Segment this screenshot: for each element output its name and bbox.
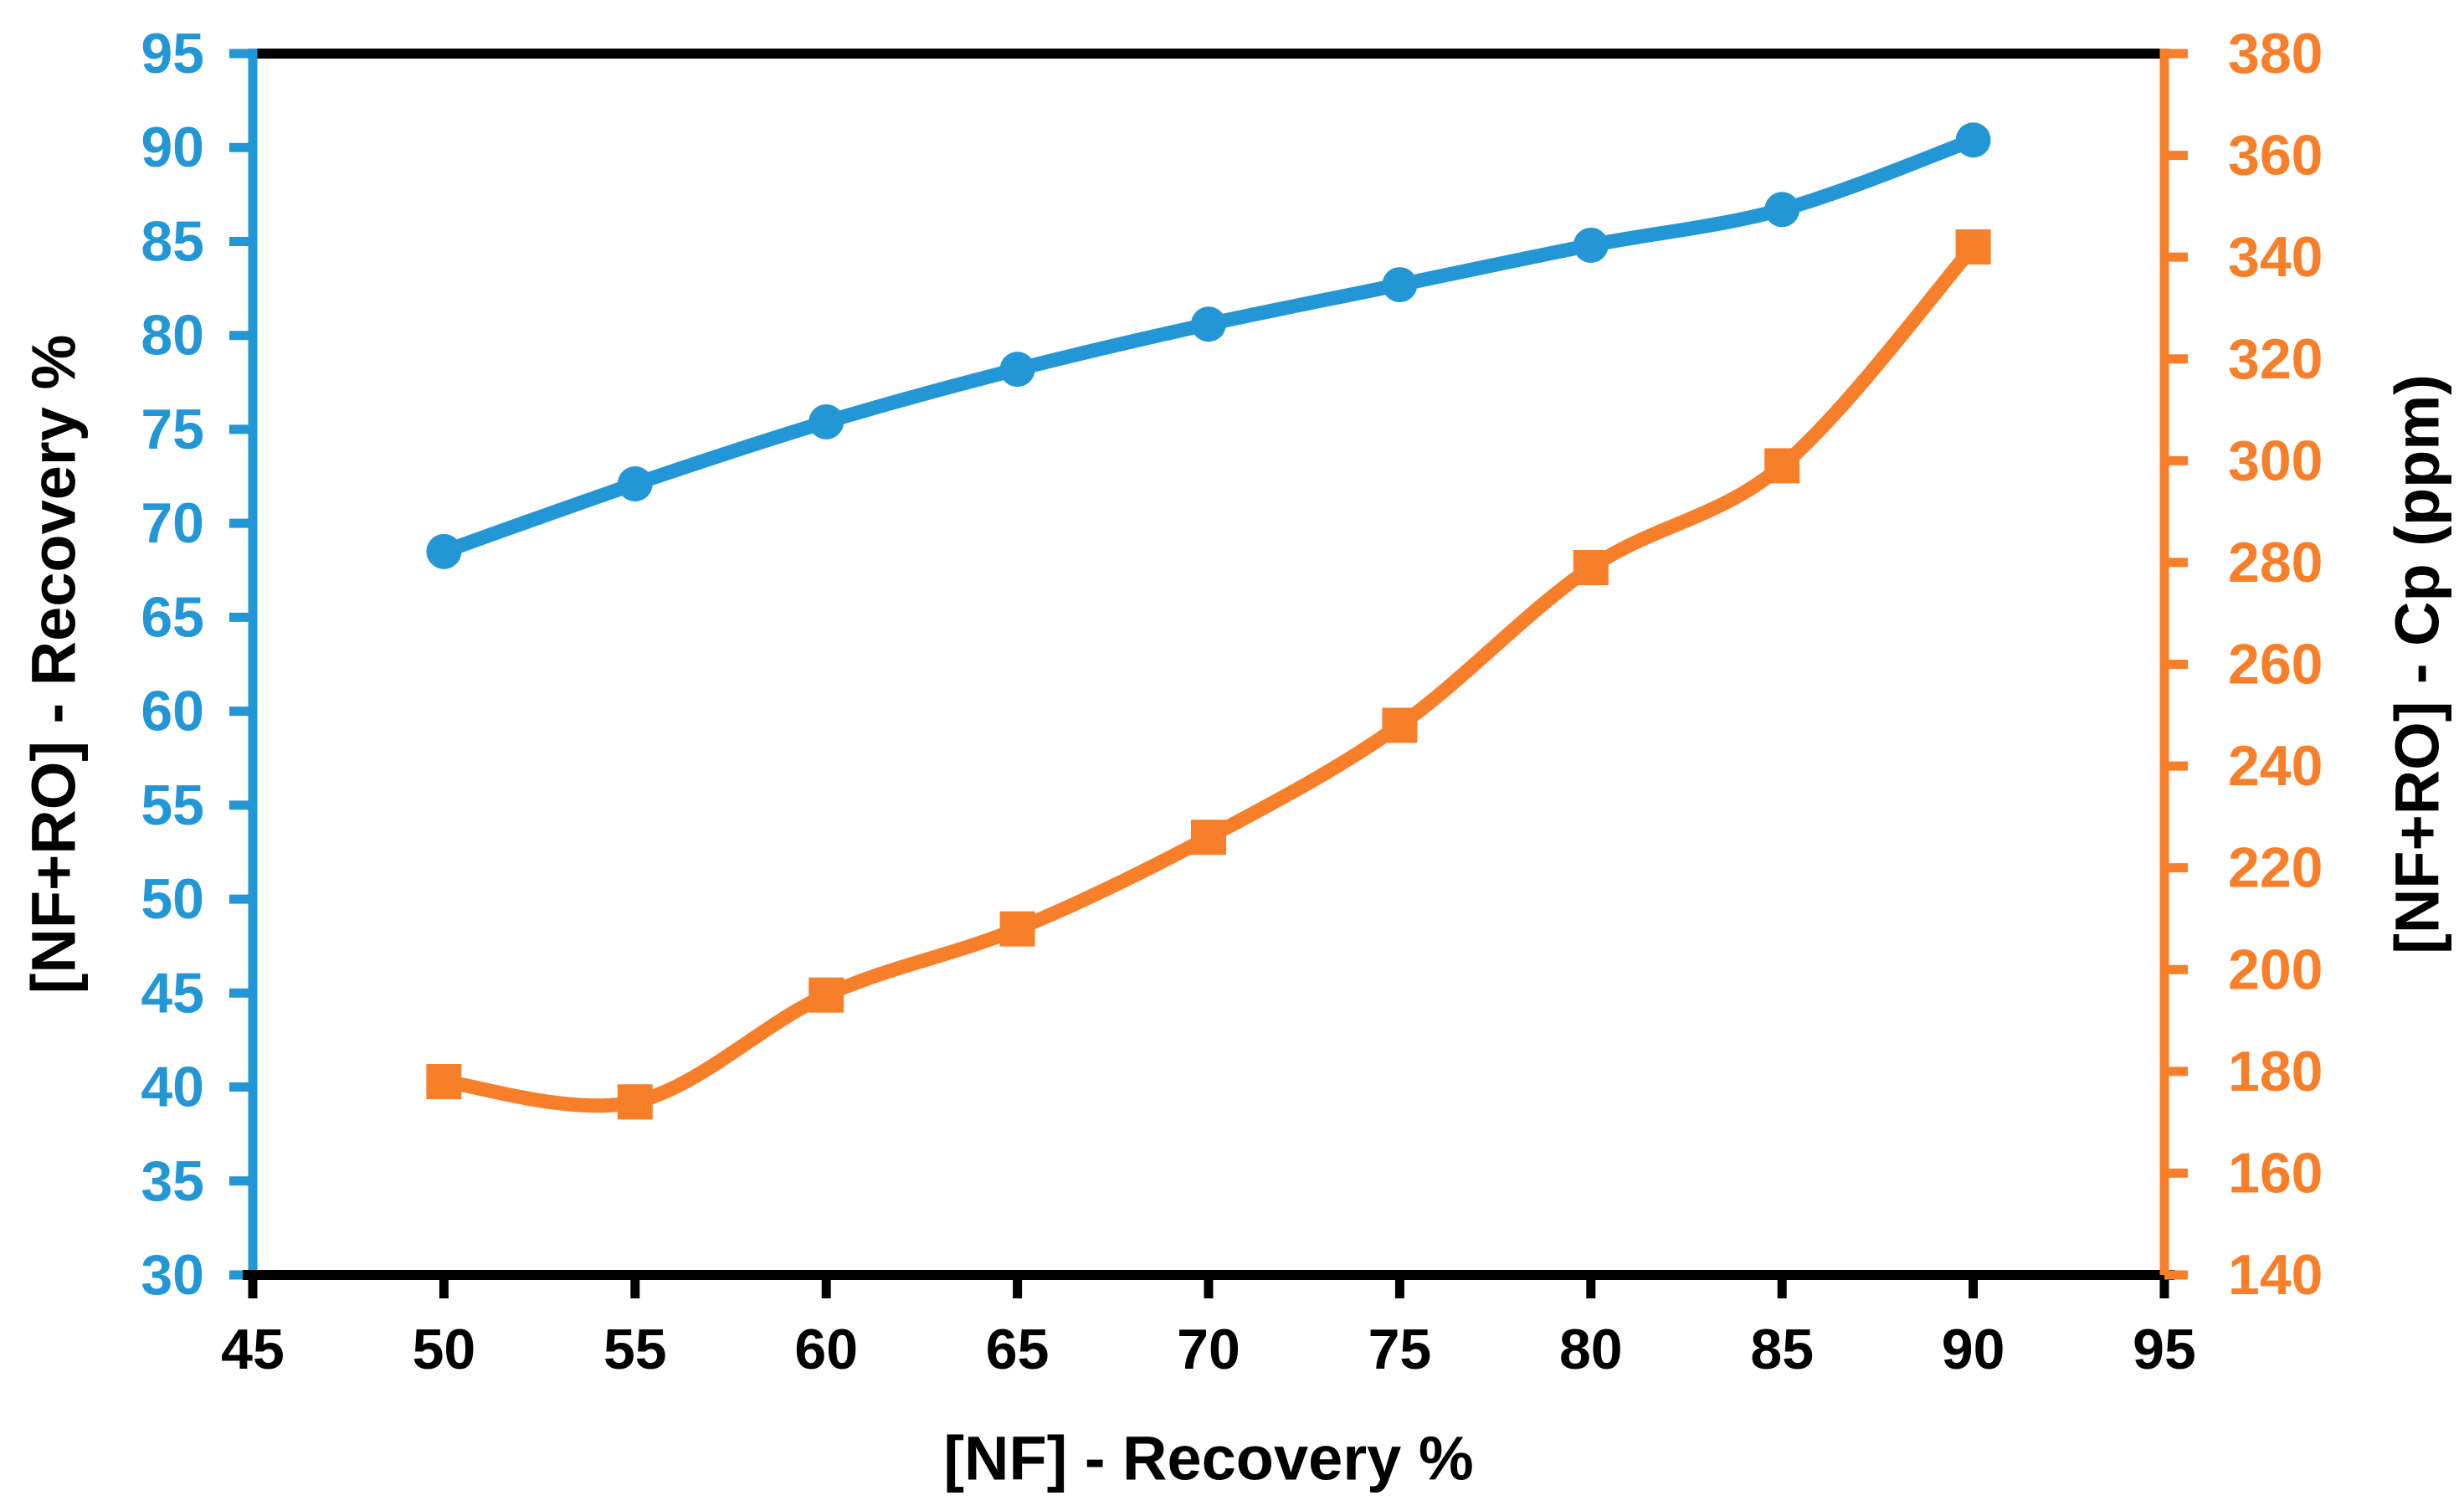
left-axis-tick-label: 90 xyxy=(141,116,204,179)
data-point-marker-cp xyxy=(1764,448,1800,484)
right-axis-tick-label: 380 xyxy=(2228,22,2323,85)
right-axis-tick-label: 140 xyxy=(2228,1243,2323,1307)
data-point-marker-recovery xyxy=(1382,267,1418,303)
x-axis-tick-label: 75 xyxy=(1368,1318,1432,1381)
right-axis-tick-label: 220 xyxy=(2228,836,2323,900)
left-axis-tick-label: 50 xyxy=(141,867,204,931)
x-axis-tick-label: 60 xyxy=(794,1318,858,1381)
left-axis-title: [NF+RO] - Recovery % xyxy=(19,335,89,994)
data-point-marker-cp xyxy=(617,1084,653,1120)
data-point-marker-recovery xyxy=(617,466,653,502)
left-axis-tick-label: 95 xyxy=(141,22,204,85)
left-axis-tick-label: 40 xyxy=(141,1056,204,1119)
right-axis-tick-label: 180 xyxy=(2228,1040,2323,1103)
x-axis-tick-label: 55 xyxy=(603,1318,667,1381)
data-point-marker-recovery xyxy=(1191,306,1226,342)
left-axis-tick-label: 65 xyxy=(141,585,204,649)
data-point-marker-recovery xyxy=(1573,227,1609,263)
right-axis-tick-label: 160 xyxy=(2228,1141,2323,1205)
data-point-marker-cp xyxy=(999,911,1035,947)
left-axis-tick-label: 60 xyxy=(141,680,204,743)
data-point-marker-cp xyxy=(1382,707,1418,743)
right-axis-tick-label: 280 xyxy=(2228,531,2323,594)
left-axis-tick-label: 55 xyxy=(141,773,204,837)
right-axis-tick-label: 260 xyxy=(2228,633,2323,696)
x-axis-tick-label: 90 xyxy=(1942,1318,2005,1381)
x-axis-title: [NF] - Recovery % xyxy=(943,1424,1473,1493)
right-axis-title: [NF+RO] - Cp (ppm) xyxy=(2383,374,2452,954)
data-point-marker-recovery xyxy=(1764,192,1800,228)
right-axis-tick-label: 320 xyxy=(2228,327,2323,391)
x-axis-tick-label: 65 xyxy=(986,1318,1050,1381)
data-point-marker-cp xyxy=(1573,549,1609,585)
data-point-marker-recovery xyxy=(426,533,462,569)
data-point-marker-recovery xyxy=(1955,122,1991,158)
x-axis-tick-label: 50 xyxy=(413,1318,476,1381)
right-axis-tick-label: 300 xyxy=(2228,429,2323,492)
series-line-cp xyxy=(436,239,1981,1113)
data-point-marker-cp xyxy=(1955,229,1991,265)
x-axis-tick-label: 45 xyxy=(221,1318,285,1381)
data-point-marker-cp xyxy=(1191,820,1226,856)
data-point-marker-cp xyxy=(426,1063,462,1099)
left-axis-tick-label: 70 xyxy=(141,491,204,555)
right-axis-tick-label: 340 xyxy=(2228,225,2323,289)
data-point-marker-cp xyxy=(808,977,844,1013)
left-axis-tick-label: 35 xyxy=(141,1149,204,1213)
x-axis-tick-label: 70 xyxy=(1177,1318,1240,1381)
left-axis-tick-label: 75 xyxy=(141,398,204,461)
right-axis-tick-label: 200 xyxy=(2228,938,2323,1001)
x-axis-tick-label: 80 xyxy=(1559,1318,1623,1381)
right-axis-tick-label: 360 xyxy=(2228,124,2323,188)
left-axis-tick-label: 45 xyxy=(141,961,204,1025)
x-axis-tick-label: 95 xyxy=(2133,1318,2196,1381)
left-axis-tick-label: 80 xyxy=(141,304,204,367)
left-axis-tick-label: 85 xyxy=(141,209,204,273)
left-axis-tick-label: 30 xyxy=(141,1243,204,1307)
x-axis-tick-label: 85 xyxy=(1750,1318,1814,1381)
data-point-marker-recovery xyxy=(808,403,844,439)
right-axis-tick-label: 240 xyxy=(2228,734,2323,798)
data-point-marker-recovery xyxy=(999,352,1035,388)
